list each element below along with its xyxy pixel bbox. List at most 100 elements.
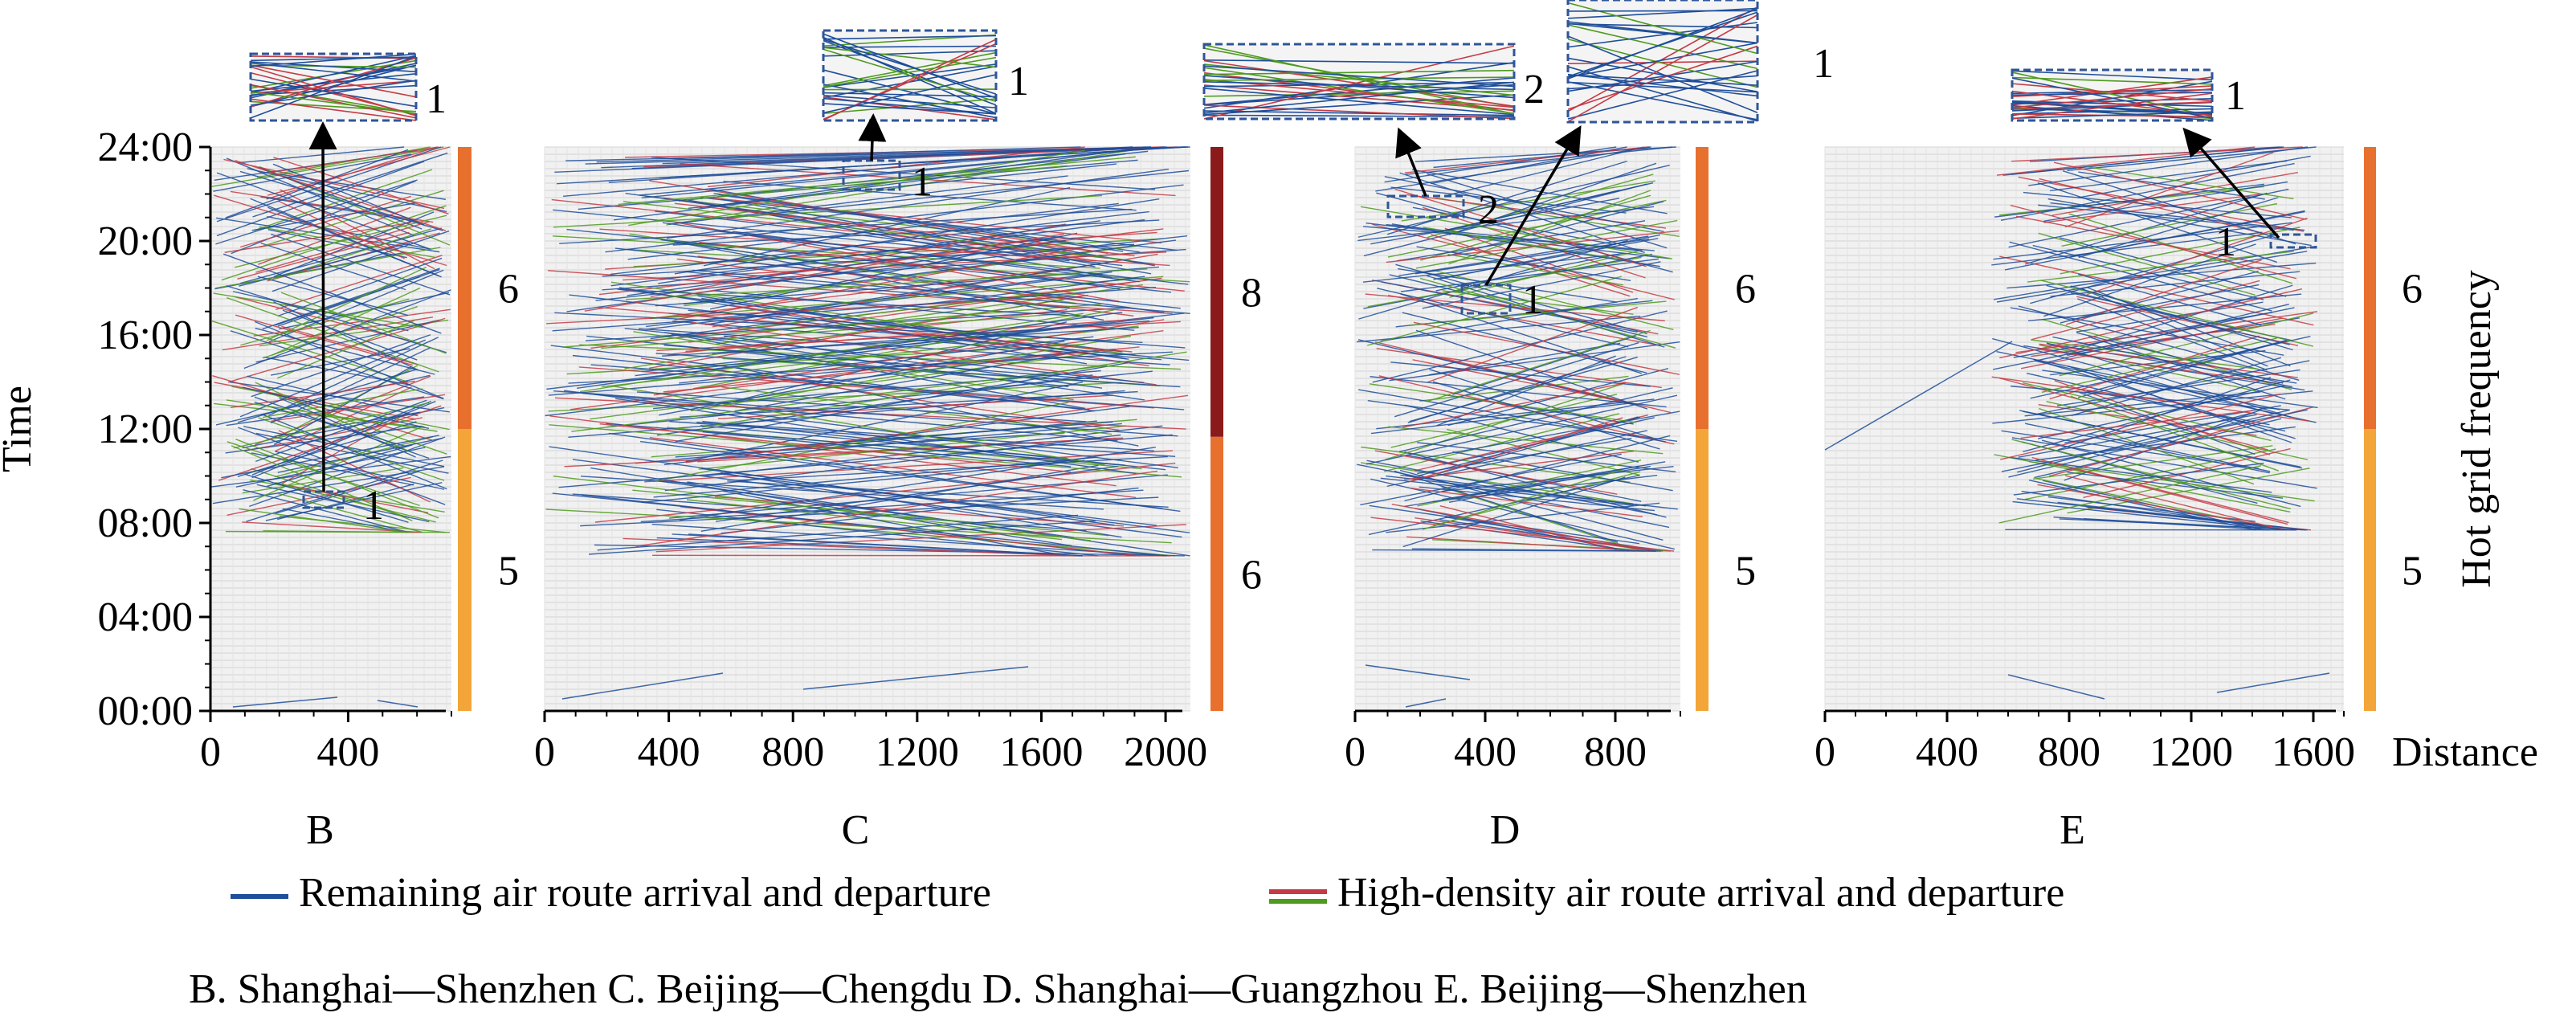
trajectory bbox=[1996, 251, 2308, 303]
trajectory bbox=[2046, 401, 2309, 460]
zoom-inset: 1 bbox=[249, 52, 447, 122]
trajectory bbox=[252, 152, 448, 218]
trajectory bbox=[579, 344, 1182, 370]
trajectory bbox=[618, 156, 1136, 206]
trajectory bbox=[216, 161, 425, 237]
trajectory bbox=[1998, 465, 2261, 524]
inset-trajectory bbox=[2011, 71, 2213, 117]
inset-trajectory bbox=[1203, 76, 1515, 82]
trajectory bbox=[736, 455, 1168, 481]
trajectory bbox=[716, 231, 1189, 285]
trajectory bbox=[226, 285, 447, 353]
trajectory bbox=[585, 146, 1184, 165]
trajectory bbox=[674, 202, 1135, 257]
trajectory bbox=[569, 294, 1062, 353]
trajectory bbox=[227, 317, 446, 383]
trajectory bbox=[1394, 341, 1639, 418]
trajectory bbox=[579, 312, 1084, 393]
trajectory bbox=[1406, 454, 1642, 502]
inset-trajectory bbox=[250, 55, 417, 94]
trajectory bbox=[688, 309, 1186, 349]
trajectory bbox=[214, 247, 441, 289]
trajectory bbox=[2052, 336, 2292, 388]
hot-grid-frequency-value: 5 bbox=[498, 549, 519, 594]
trajectory bbox=[2037, 182, 2278, 263]
trajectory bbox=[226, 399, 438, 432]
trajectory bbox=[602, 243, 1134, 277]
trajectory bbox=[2024, 192, 2268, 265]
inset-border bbox=[249, 52, 418, 122]
panel-B: 0 400 B 00:00 04:00 08:00 12:00 16:00 20:00 24:00… bbox=[0, 52, 519, 853]
trajectory bbox=[1386, 502, 1660, 533]
trajectory bbox=[213, 153, 412, 192]
y-tick-label: 24:00 bbox=[98, 125, 193, 170]
inset-trajectory bbox=[823, 97, 997, 115]
trajectory bbox=[1394, 470, 1619, 543]
inset-trajectory bbox=[1203, 81, 1515, 114]
trajectory bbox=[250, 198, 442, 278]
inset-trajectory bbox=[823, 103, 997, 115]
trajectory bbox=[2047, 461, 2288, 525]
trajectory bbox=[1999, 255, 2314, 326]
trajectory bbox=[553, 475, 1092, 541]
trajectory bbox=[639, 440, 1163, 509]
trajectory bbox=[2008, 188, 2289, 248]
hot-grid-frequency-axis-title: Hot grid frequency bbox=[2454, 270, 2500, 588]
trajectory bbox=[1431, 234, 1631, 297]
inset-trajectory bbox=[823, 74, 997, 114]
trajectory bbox=[599, 423, 1072, 473]
trajectory bbox=[2011, 146, 2284, 175]
trajectory bbox=[2070, 395, 2279, 472]
trajectory bbox=[213, 292, 423, 329]
x-tick-label: 0 bbox=[1815, 729, 1835, 775]
trajectory bbox=[235, 439, 439, 519]
hotspot-label: 1 bbox=[1522, 277, 1543, 323]
trajectory bbox=[653, 319, 1165, 396]
trajectory bbox=[2058, 376, 2272, 451]
x-tick-label: 800 bbox=[1584, 729, 1647, 775]
trajectory bbox=[2037, 484, 2290, 531]
trajectory bbox=[1999, 288, 2303, 359]
inset-trajectory bbox=[250, 84, 417, 119]
trajectory bbox=[267, 146, 451, 196]
trajectory bbox=[1415, 238, 1650, 275]
zoom-arrow bbox=[1395, 127, 1427, 197]
hot-grid-frequency-value: 5 bbox=[2402, 549, 2423, 594]
inset-trajectory bbox=[1203, 80, 1515, 91]
trajectory bbox=[278, 492, 423, 533]
trajectory bbox=[1395, 263, 1647, 335]
hot-grid-frequency-segment bbox=[1210, 436, 1223, 711]
trajectory bbox=[275, 482, 436, 523]
trajectory bbox=[260, 196, 418, 223]
trajectory bbox=[702, 431, 1072, 468]
trajectory bbox=[618, 287, 1088, 365]
inset-border bbox=[1202, 43, 1516, 120]
trajectory bbox=[594, 544, 1185, 557]
zoom-inset: 2 bbox=[1202, 43, 1545, 120]
trajectory bbox=[259, 226, 435, 259]
hot-grid-frequency-segment bbox=[458, 147, 472, 429]
trajectory bbox=[1384, 413, 1619, 472]
trajectory bbox=[1374, 450, 1618, 495]
trajectory bbox=[1408, 300, 1667, 326]
inset-trajectory bbox=[250, 98, 417, 121]
flight-lines bbox=[1356, 146, 1680, 708]
trajectory bbox=[1365, 664, 1471, 680]
flight-lines bbox=[210, 146, 451, 708]
trajectory bbox=[1370, 198, 1620, 245]
trajectory bbox=[666, 168, 1170, 239]
inset-trajectory bbox=[1203, 59, 1515, 108]
x-tick-label: 0 bbox=[200, 729, 221, 775]
inset-trajectory bbox=[1567, 81, 1758, 93]
trajectory bbox=[1366, 459, 1658, 516]
trajectory bbox=[2070, 285, 2293, 351]
trajectory bbox=[559, 208, 1133, 244]
hotspot-label: 1 bbox=[363, 483, 384, 529]
trajectory bbox=[2050, 160, 2288, 192]
trajectory bbox=[598, 228, 1164, 296]
trajectory bbox=[1388, 426, 1664, 455]
trajectory bbox=[679, 336, 1094, 384]
trajectory bbox=[235, 447, 426, 488]
trajectory bbox=[238, 146, 405, 164]
